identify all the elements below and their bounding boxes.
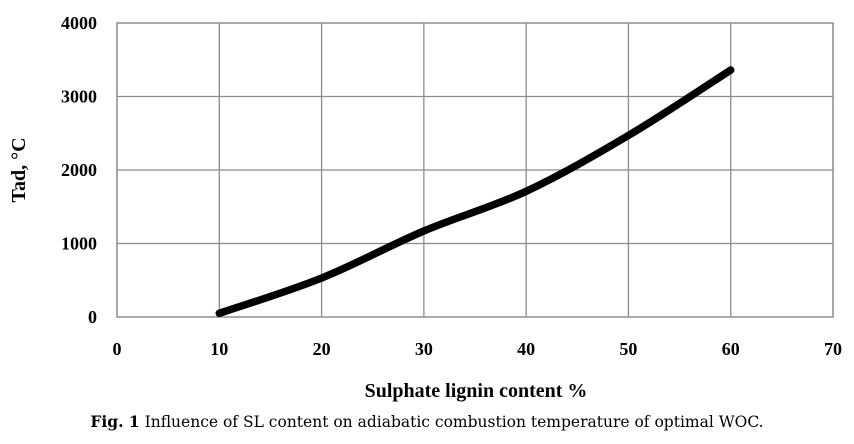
y-tick-label: 1000: [61, 234, 97, 254]
figure-caption-text: Influence of SL content on adiabatic com…: [139, 413, 764, 431]
y-axis-title: Tad, °C: [8, 137, 30, 202]
x-tick-label: 10: [210, 339, 228, 359]
plot-border: [116, 22, 834, 318]
gridlines: [116, 22, 834, 318]
data-series: [215, 66, 735, 318]
series-line: [215, 66, 735, 318]
y-tick-label: 3000: [61, 87, 97, 107]
x-tick-label: 20: [313, 339, 331, 359]
line-chart: 0 10 20 30 40 50 60 70 0 1000 2000 3000 4000 Sulpha…: [8, 13, 843, 402]
figure-caption-label: Fig. 1: [90, 412, 140, 431]
y-tick-label: 2000: [61, 160, 97, 180]
x-axis-title: Sulphate lignin content %: [365, 380, 588, 402]
x-tick-label: 70: [824, 339, 842, 359]
figure-caption: Fig. 1 Influence of SL content on adiaba…: [0, 412, 854, 431]
y-tick-label: 4000: [61, 13, 97, 33]
plot-area-border: [116, 22, 834, 318]
x-tick-label: 40: [517, 339, 535, 359]
x-tick-label: 30: [415, 339, 433, 359]
x-tick-label: 0: [113, 339, 122, 359]
x-tick-label: 50: [619, 339, 637, 359]
x-tick-label: 60: [722, 339, 740, 359]
y-tick-labels: 0 1000 2000 3000 4000: [61, 13, 97, 327]
y-tick-label: 0: [88, 307, 97, 327]
x-tick-labels: 0 10 20 30 40 50 60 70: [113, 339, 843, 359]
